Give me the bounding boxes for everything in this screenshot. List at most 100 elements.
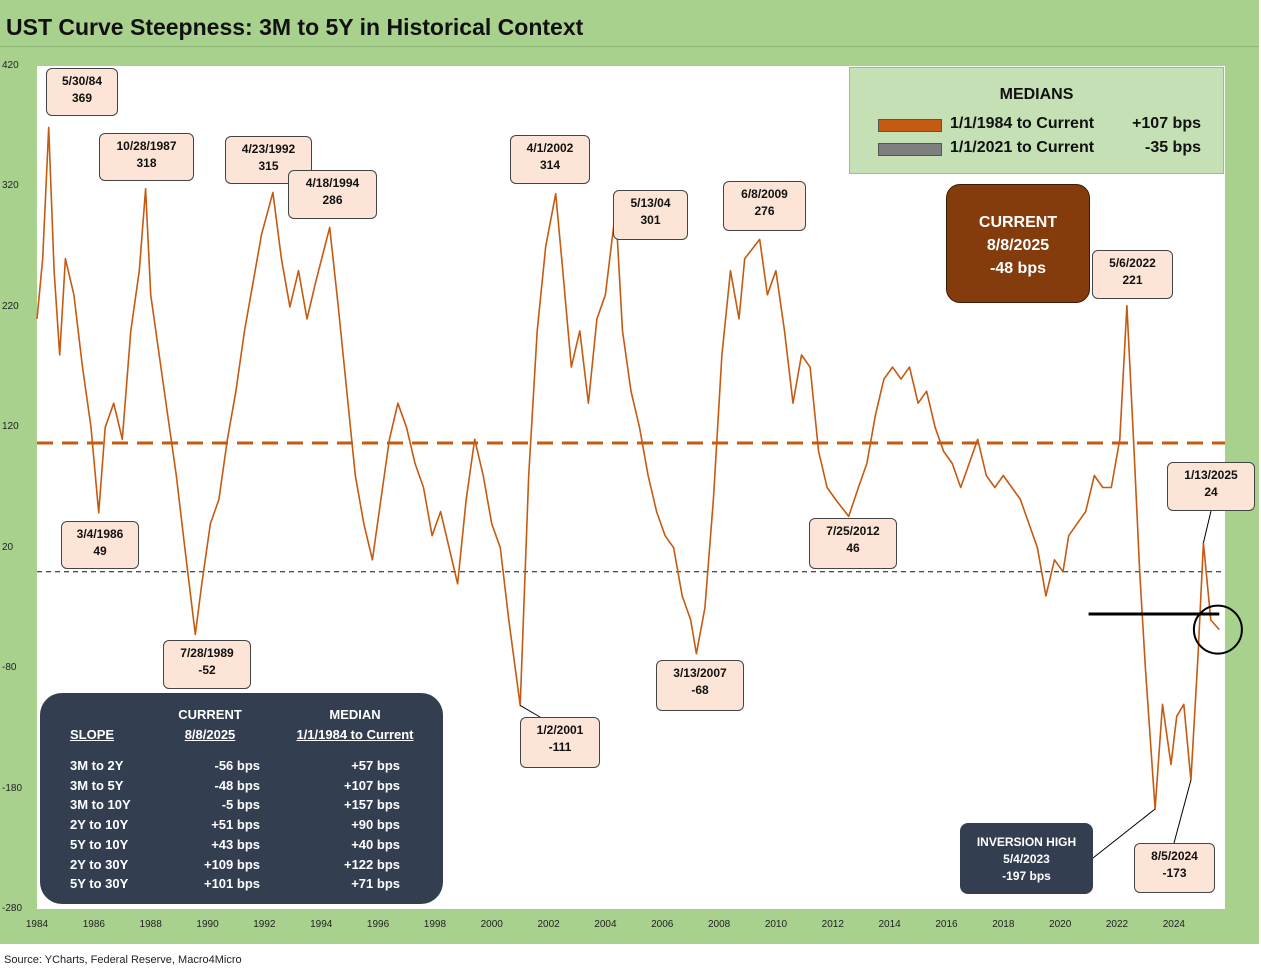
x-tick-label: 1990 (196, 919, 219, 930)
callout-value: 314 (539, 158, 561, 172)
slope-median: +107 bps (343, 777, 400, 793)
callout-value: -68 (691, 683, 709, 697)
y-tick-label: -280 (2, 903, 23, 914)
slope-median: +57 bps (351, 758, 400, 773)
callout-date: 7/25/2012 (826, 524, 880, 538)
x-tick-label: 2022 (1105, 919, 1129, 930)
y-tick-label: -180 (2, 782, 23, 794)
callout-value: -173 (1162, 866, 1187, 880)
x-tick-label: 2002 (537, 919, 560, 930)
callout-date: 4/23/1992 (241, 142, 296, 156)
callout-date: 8/5/2024 (1151, 849, 1198, 863)
slope-current: +43 bps (211, 836, 260, 852)
x-tick-label: 1992 (253, 919, 276, 930)
callout-leader-line (1173, 780, 1192, 844)
inversion-value: -197 bps (1002, 869, 1051, 883)
callout-date: 1/2/2001 (536, 723, 584, 737)
x-tick-label: 2008 (707, 919, 731, 930)
callout-value: 46 (846, 541, 860, 555)
x-tick-label: 1994 (310, 919, 333, 930)
x-tick-label: 2014 (878, 919, 901, 930)
slope-name: 3M to 5Y (70, 777, 124, 793)
callout-value: 369 (71, 91, 93, 105)
x-tick-label: 2020 (1049, 919, 1072, 930)
x-tick-label: 1998 (423, 919, 447, 930)
slope-current: +51 bps (211, 817, 260, 833)
callout-1987: 10/28/1987 318 (99, 133, 194, 181)
current-label: CURRENT (978, 214, 1058, 231)
callout-value: 318 (136, 156, 157, 170)
callout-value: -52 (198, 663, 216, 677)
x-tick-label: 2004 (594, 919, 617, 930)
x-tick-label: 1986 (82, 919, 105, 930)
x-tick-label: 1996 (366, 919, 390, 930)
callout-1984: 5/30/84 369 (46, 68, 118, 116)
y-tick-label: 120 (2, 421, 19, 433)
callout-2001: 1/2/2001 -111 (520, 717, 600, 768)
callout-date: 5/30/84 (61, 74, 103, 88)
callout-1986: 3/4/1986 49 (61, 521, 139, 569)
callout-2012: 7/25/2012 46 (809, 518, 897, 569)
callout-leader-line (1202, 510, 1212, 544)
callout-date: 5/6/2022 (1109, 256, 1156, 270)
inversion-date: 5/4/2023 (1003, 852, 1050, 866)
x-tick-label: 1988 (139, 919, 162, 930)
callout-value: 315 (258, 159, 279, 173)
median-2021-value: -35 bps (1144, 139, 1201, 156)
callout-value: 286 (322, 193, 343, 207)
source-note: Source: YCharts, Federal Reserve, Macro4… (4, 954, 242, 966)
slope-table: CURRENT MEDIAN SLOPE 8/8/2025 1/1/1984 t… (40, 693, 443, 904)
x-tick-label: 2012 (821, 919, 844, 930)
x-tick-label: 1984 (25, 919, 49, 930)
median-2021-swatch (878, 143, 942, 156)
callout-2009: 6/8/2009 276 (723, 181, 806, 231)
current-date: 8/8/2025 (986, 237, 1050, 254)
chart-title: UST Curve Steepness: 3M to 5Y in Histori… (6, 14, 584, 40)
x-tick-label: 2018 (992, 919, 1015, 930)
median-1984-swatch (878, 119, 942, 132)
series-line (36, 126, 1220, 810)
callout-2002: 4/1/2002 314 (510, 135, 590, 184)
title-bar: UST Curve Steepness: 3M to 5Y in Histori… (0, 0, 1259, 47)
median-2021-label: 1/1/2021 to Current (950, 139, 1095, 156)
slope-name: 5Y to 10Y (70, 836, 129, 852)
slope-current: -56 bps (214, 758, 260, 773)
callout-value: 49 (93, 544, 107, 558)
median-1984-label: 1/1/1984 to Current (950, 115, 1095, 132)
callout-date: 3/4/1986 (76, 527, 124, 541)
x-tick-label: 2006 (651, 919, 674, 930)
x-tick-label: 2010 (764, 919, 788, 930)
header-slope: SLOPE (70, 727, 115, 742)
medians-legend: MEDIANS 1/1/1984 to Current +107 bps 1/1… (849, 67, 1224, 174)
callout-value: -111 (548, 740, 572, 754)
slope-name: 2Y to 30Y (70, 856, 129, 872)
callout-date: 4/18/1994 (305, 176, 360, 190)
x-tick-label: 2024 (1162, 919, 1185, 930)
inversion-high-box: INVERSION HIGH 5/4/2023 -197 bps (960, 823, 1093, 894)
slope-current: +101 bps (203, 876, 260, 892)
y-tick-label: 320 (2, 180, 19, 192)
current-value: -48 bps (989, 260, 1046, 277)
y-tick-label: 220 (2, 300, 19, 312)
slope-median: +71 bps (351, 876, 400, 892)
slope-median: +40 bps (351, 836, 400, 852)
callout-2007: 3/13/2007 -68 (656, 660, 744, 711)
header-median: 1/1/1984 to Current (296, 727, 414, 742)
callout-value: 24 (1204, 485, 1218, 499)
header-current: 8/8/2025 (184, 727, 236, 742)
callout-2004: 5/13/04 301 (613, 190, 688, 240)
slope-name: 3M to 10Y (70, 797, 131, 813)
slope-current: +109 bps (203, 856, 260, 872)
callout-leader-line (1092, 808, 1156, 859)
slope-median: +90 bps (351, 817, 400, 833)
callout-date: 3/13/2007 (673, 666, 727, 680)
callout-2024: 8/5/2024 -173 (1134, 843, 1215, 893)
callout-value: 276 (754, 204, 775, 218)
callout-leader-line (519, 705, 541, 718)
y-tick-label: -80 (2, 662, 17, 674)
y-tick-label: 420 (2, 60, 19, 71)
slope-current: -48 bps (214, 777, 260, 793)
inversion-label: INVERSION HIGH (976, 835, 1077, 849)
slope-current: -5 bps (221, 797, 260, 813)
